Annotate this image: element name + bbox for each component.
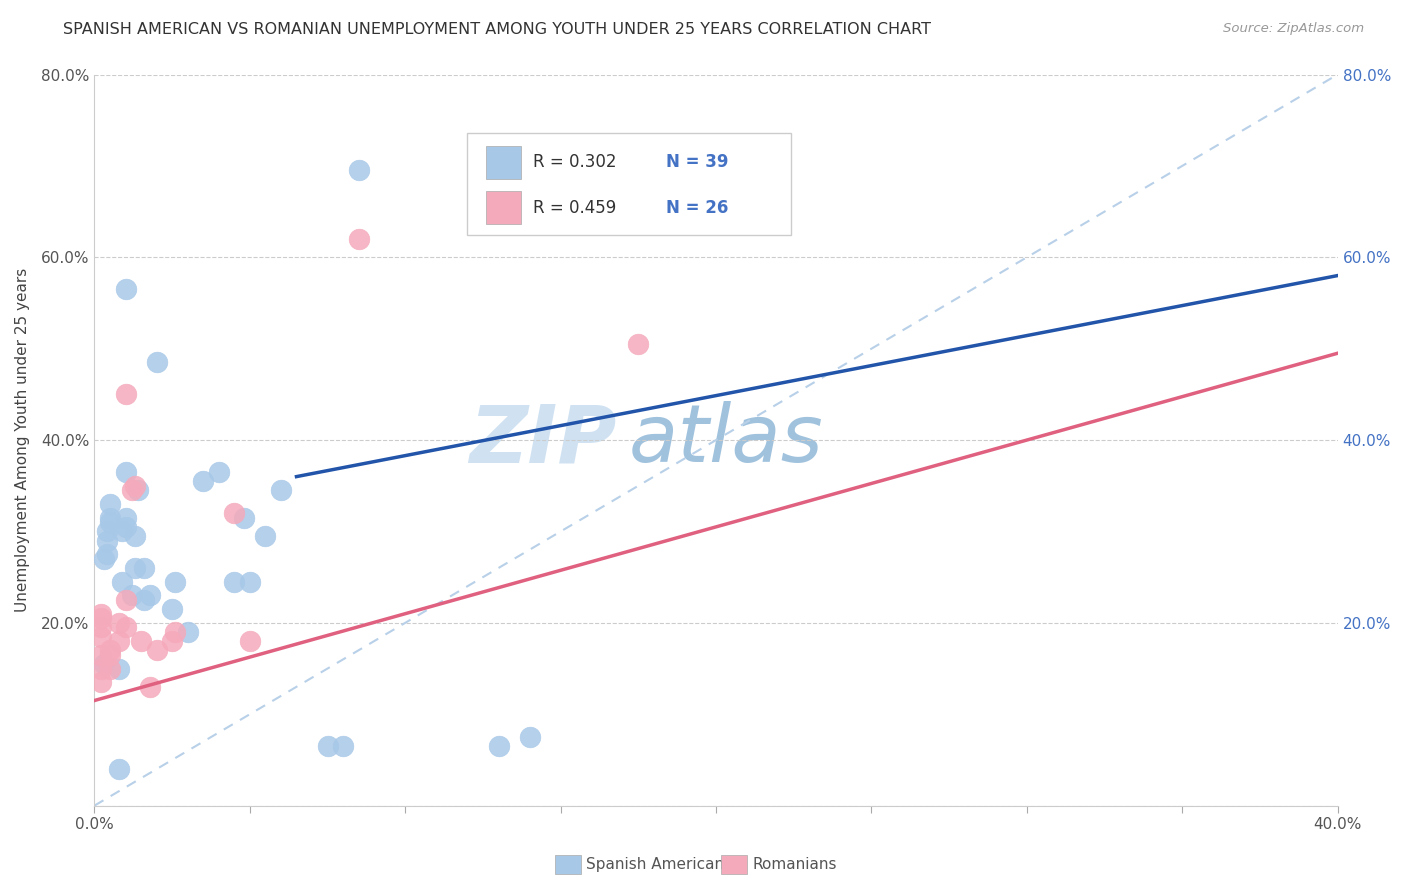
Point: [165, 574, 187, 589]
Text: atlas: atlas: [628, 401, 824, 479]
Point: [108, 762, 131, 776]
Point: [139, 680, 162, 694]
Point: [90, 611, 112, 625]
FancyBboxPatch shape: [467, 133, 790, 235]
Bar: [486, 146, 520, 179]
Point: [114, 387, 136, 401]
Point: [114, 620, 136, 634]
Point: [160, 634, 183, 648]
Point: [90, 630, 112, 644]
Point: [90, 620, 112, 634]
Point: [124, 529, 146, 543]
Point: [121, 589, 143, 603]
Point: [98, 497, 121, 511]
Point: [347, 163, 370, 178]
Point: [134, 561, 156, 575]
Point: [96, 547, 118, 561]
Point: [232, 510, 254, 524]
Point: [134, 593, 156, 607]
Text: R = 0.302: R = 0.302: [533, 153, 617, 171]
Point: [114, 510, 136, 524]
Point: [316, 739, 339, 754]
Point: [93, 657, 115, 671]
Point: [224, 506, 246, 520]
Point: [98, 510, 121, 524]
Point: [239, 574, 262, 589]
Point: [108, 634, 131, 648]
Point: [90, 675, 112, 690]
Text: ZIP: ZIP: [470, 401, 617, 479]
Point: [90, 648, 112, 662]
Y-axis label: Unemployment Among Youth under 25 years: Unemployment Among Youth under 25 years: [15, 268, 30, 612]
Point: [111, 524, 134, 539]
Point: [239, 634, 262, 648]
Text: Source: ZipAtlas.com: Source: ZipAtlas.com: [1223, 22, 1364, 36]
Point: [90, 607, 112, 621]
Point: [193, 474, 215, 488]
Point: [254, 529, 277, 543]
Point: [114, 282, 136, 296]
Text: Romanians: Romanians: [752, 857, 837, 871]
Text: Spanish Americans: Spanish Americans: [586, 857, 733, 871]
Point: [98, 648, 121, 662]
Point: [332, 739, 354, 754]
Point: [160, 602, 183, 616]
Point: [114, 520, 136, 534]
Text: N = 39: N = 39: [666, 153, 728, 171]
Point: [145, 643, 167, 657]
Point: [96, 533, 118, 548]
Point: [224, 574, 246, 589]
Point: [114, 465, 136, 479]
Text: R = 0.459: R = 0.459: [533, 199, 617, 217]
Point: [177, 624, 200, 639]
Point: [124, 479, 146, 493]
Point: [208, 465, 231, 479]
Point: [127, 483, 149, 498]
Point: [93, 552, 115, 566]
Bar: [486, 192, 520, 225]
Point: [96, 524, 118, 539]
Point: [98, 661, 121, 675]
Text: SPANISH AMERICAN VS ROMANIAN UNEMPLOYMENT AMONG YOUTH UNDER 25 YEARS CORRELATION: SPANISH AMERICAN VS ROMANIAN UNEMPLOYMEN…: [63, 22, 931, 37]
Point: [111, 574, 134, 589]
Point: [139, 589, 162, 603]
Point: [98, 516, 121, 530]
Point: [145, 355, 167, 369]
Point: [114, 593, 136, 607]
Point: [98, 643, 121, 657]
Point: [108, 615, 131, 630]
Point: [270, 483, 292, 498]
Point: [519, 730, 541, 744]
Point: [108, 661, 131, 675]
Point: [347, 232, 370, 246]
Point: [627, 337, 650, 351]
Point: [121, 483, 143, 498]
Point: [90, 661, 112, 675]
Point: [129, 634, 152, 648]
Point: [488, 739, 510, 754]
Point: [165, 624, 187, 639]
Point: [124, 561, 146, 575]
Text: N = 26: N = 26: [666, 199, 728, 217]
